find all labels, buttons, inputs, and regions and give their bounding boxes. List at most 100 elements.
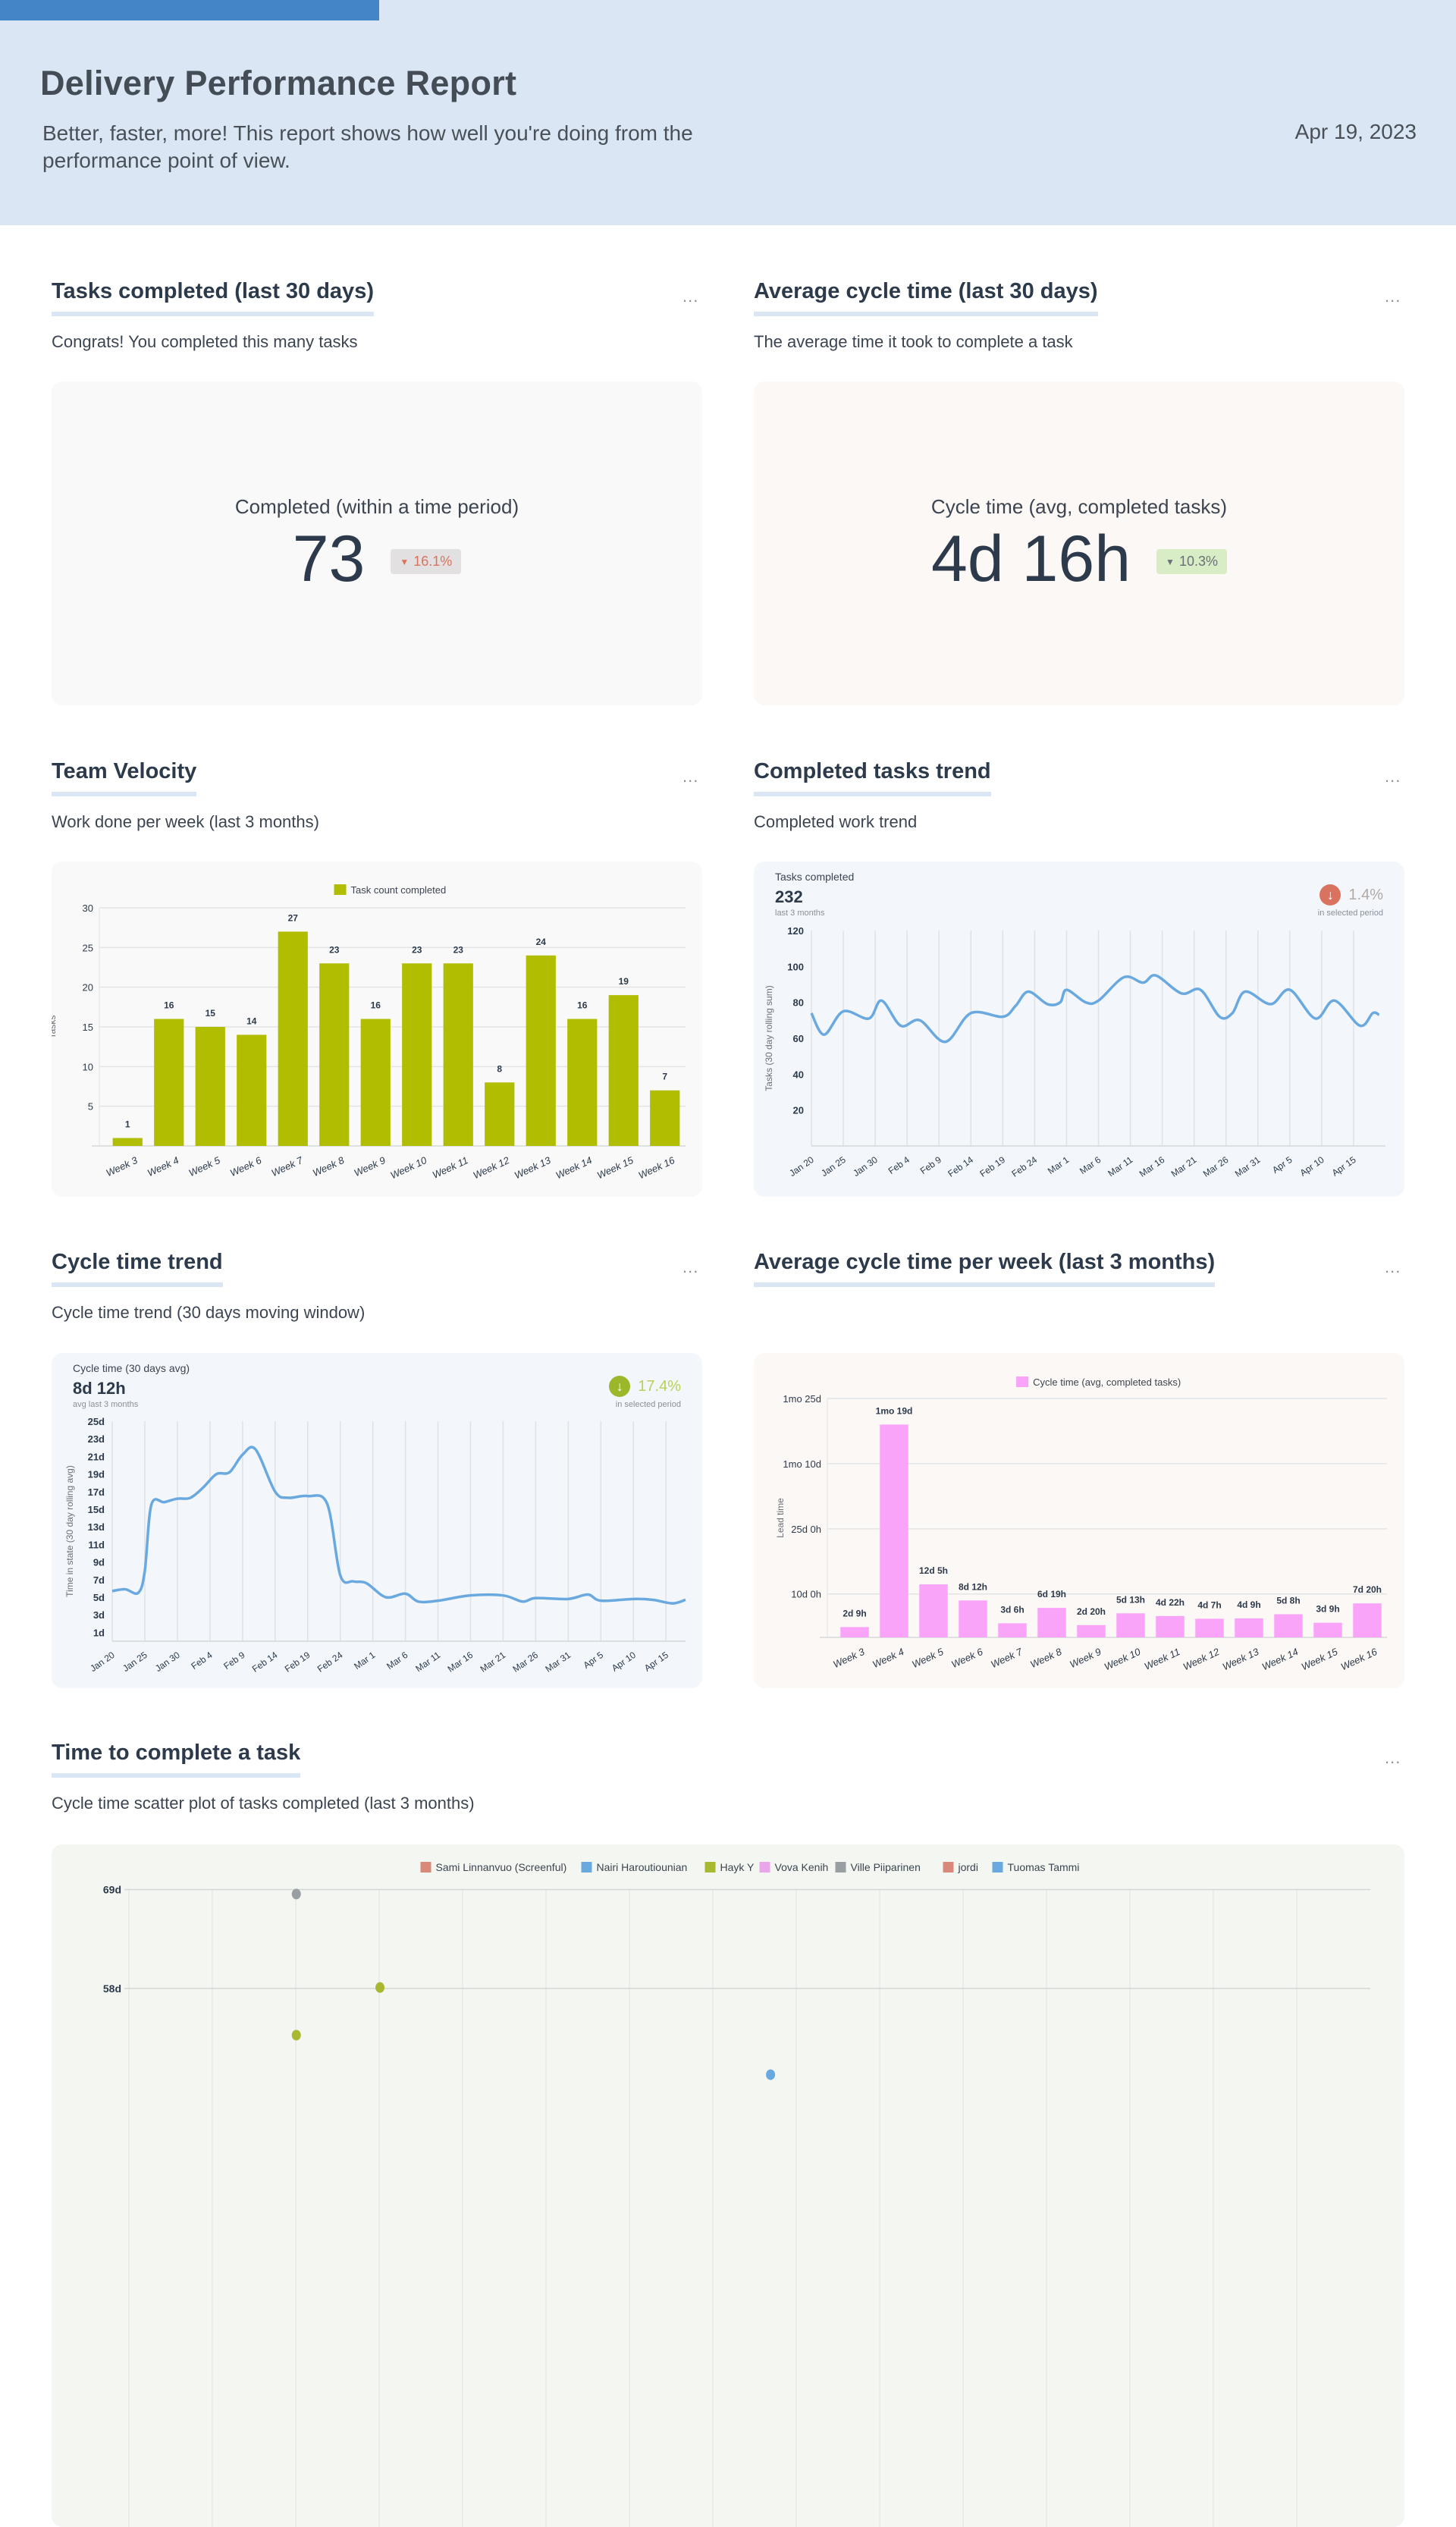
more-options-button[interactable]: ...: [1385, 1748, 1401, 1767]
kpi-label: Completed (within a time period): [234, 495, 519, 518]
legend-label: Task count completed: [351, 884, 447, 896]
bar: [959, 1600, 987, 1637]
section-subtitle: Congrats! You completed this many tasks: [52, 332, 358, 351]
bar-value-label: 24: [536, 937, 547, 947]
avg-cycle-week-card: 10d 0h 25d 0h 1mo 10d 1mo 25d Lead time 2d 9h…: [754, 1353, 1404, 1688]
x-tick-label: Week 8: [311, 1154, 347, 1179]
bar: [1156, 1615, 1185, 1637]
trend-change: ↓ 17.4% in selected period: [609, 1376, 681, 1409]
y-axis-title: Time in state (30 day rolling avg): [64, 1465, 75, 1597]
bar-value-label: 19: [619, 976, 629, 987]
trend-change: ↓ 1.4% in selected period: [1318, 884, 1383, 918]
bar: [526, 955, 556, 1146]
bar-value-label: 2d 20h: [1077, 1606, 1106, 1617]
x-tick-label: Week 16: [636, 1154, 676, 1182]
x-tick-label: Jan 30: [851, 1154, 880, 1179]
x-tick-label: Feb 24: [1009, 1154, 1039, 1179]
x-tick-label: Week 9: [1068, 1646, 1103, 1670]
change-value: 16.1%: [413, 554, 453, 569]
y-tick-label: 58d: [103, 1982, 121, 1995]
summary-note: avg last 3 months: [73, 1400, 139, 1409]
bar: [840, 1627, 869, 1637]
x-tick-label: Mar 1: [1046, 1154, 1071, 1176]
x-tick-label: Week 11: [1143, 1646, 1182, 1672]
y-tick-label: 100: [787, 961, 804, 972]
summary-label: Cycle time (30 days avg): [73, 1362, 190, 1374]
x-tick-label: Week 4: [871, 1646, 905, 1670]
trend-line: [111, 1446, 686, 1605]
velocity-bar-chart: 5 10 15 20 25 30 Tasks 1 Week 3 16 Week 4 15 Week 5 1…: [52, 884, 686, 1182]
x-tick-label: Week 9: [352, 1154, 387, 1179]
kpi-card-tasks-completed: Completed (within a time period) 73 ▼ 16…: [52, 381, 702, 705]
x-tick-label: Week 11: [431, 1154, 470, 1181]
more-options-button[interactable]: ...: [682, 1257, 699, 1276]
bar-value-label: 8d 12h: [959, 1581, 987, 1592]
legend-swatch: [759, 1862, 770, 1872]
bar-value-label: 2d 9h: [843, 1608, 866, 1618]
triangle-down-icon: ▼: [1166, 556, 1175, 567]
x-tick-label: Mar 11: [1106, 1154, 1134, 1179]
more-options-button[interactable]: ...: [1385, 287, 1401, 306]
y-tick-label: 1mo 25d: [783, 1393, 821, 1405]
bar: [154, 1019, 184, 1146]
scatter-chart-card: 58d 69d Sami Linnanvuo (Screenful) Nairi Ha…: [52, 1844, 1404, 2527]
bar-value-label: 23: [329, 944, 340, 955]
bar: [998, 1623, 1027, 1637]
change-note: in selected period: [1317, 909, 1383, 918]
x-tick-label: Mar 16: [1138, 1154, 1167, 1179]
x-tick-label: Mar 6: [1078, 1154, 1103, 1176]
y-tick-label: 21d: [88, 1451, 105, 1462]
kpi-card-cycle-time: Cycle time (avg, completed tasks) 4d 16h…: [754, 381, 1404, 705]
bar-value-label: 4d 7h: [1197, 1599, 1221, 1610]
x-tick-label: Mar 1: [352, 1650, 377, 1672]
bar-value-label: 3d 6h: [1000, 1604, 1024, 1615]
section-subtitle: Cycle time scatter plot of tasks complet…: [52, 1794, 475, 1813]
x-tick-label: Feb 4: [886, 1154, 912, 1176]
y-tick-label: 13d: [88, 1521, 105, 1533]
change-value: 1.4%: [1348, 886, 1383, 903]
x-tick-label: Week 7: [989, 1646, 1025, 1670]
legend-label: Nairi Haroutiounian: [597, 1861, 688, 1873]
bar-value-label: 4d 9h: [1237, 1599, 1260, 1610]
x-tick-label: Mar 11: [413, 1650, 442, 1675]
page-title: Delivery Performance Report: [40, 64, 517, 102]
scatter-point: [375, 1982, 385, 1993]
legend-label: Sami Linnanvuo (Screenful): [436, 1861, 567, 1873]
x-tick-label: Jan 20: [88, 1650, 117, 1674]
section-title-avg-cycle-time-per-week: Average cycle time per week (last 3 mont…: [754, 1250, 1216, 1287]
y-tick-label: 17d: [88, 1486, 105, 1498]
bar: [443, 963, 473, 1146]
more-options-button[interactable]: ...: [1385, 1257, 1401, 1276]
legend-swatch: [835, 1862, 846, 1872]
x-tick-label: Mar 31: [1233, 1154, 1263, 1179]
section-title-tasks-completed: Tasks completed (last 30 days): [52, 279, 374, 316]
tasks-trend-card: 20 40 60 80 100 120 Tasks (30 day rolling sum)…: [754, 862, 1404, 1197]
x-tick-label: Week 3: [104, 1154, 140, 1179]
bar-value-label: 16: [164, 1000, 174, 1011]
legend-swatch: [992, 1862, 1003, 1872]
x-tick-label: Apr 5: [582, 1650, 606, 1671]
more-options-button[interactable]: ...: [682, 287, 699, 306]
change-badge: ▼ 10.3%: [1156, 549, 1227, 574]
more-options-button[interactable]: ...: [682, 767, 699, 786]
x-tick-label: Feb 14: [946, 1154, 975, 1179]
x-tick-label: Mar 21: [1169, 1154, 1199, 1179]
bar-value-label: 14: [246, 1016, 257, 1026]
y-tick-label: 40: [793, 1069, 804, 1080]
x-tick-label: Mar 26: [1201, 1154, 1231, 1179]
bar-value-label: 8: [497, 1063, 502, 1074]
bar-value-label: 3d 9h: [1316, 1604, 1339, 1615]
bar: [360, 1019, 391, 1146]
x-tick-label: Jan 20: [787, 1154, 816, 1179]
y-axis-title: Tasks: [52, 1016, 58, 1039]
x-tick-label: Week 10: [388, 1154, 428, 1182]
bar-value-label: 7: [662, 1072, 667, 1082]
y-tick-label: 10d 0h: [791, 1589, 821, 1600]
x-tick-label: Apr 10: [610, 1650, 638, 1674]
summary-label: Tasks completed: [775, 871, 855, 883]
y-tick-label: 9d: [93, 1557, 105, 1568]
section-title-cycle-time-trend: Cycle time trend: [52, 1250, 223, 1287]
more-options-button[interactable]: ...: [1385, 767, 1401, 786]
legend-swatch: [420, 1862, 431, 1872]
bar-value-label: 23: [453, 944, 464, 955]
